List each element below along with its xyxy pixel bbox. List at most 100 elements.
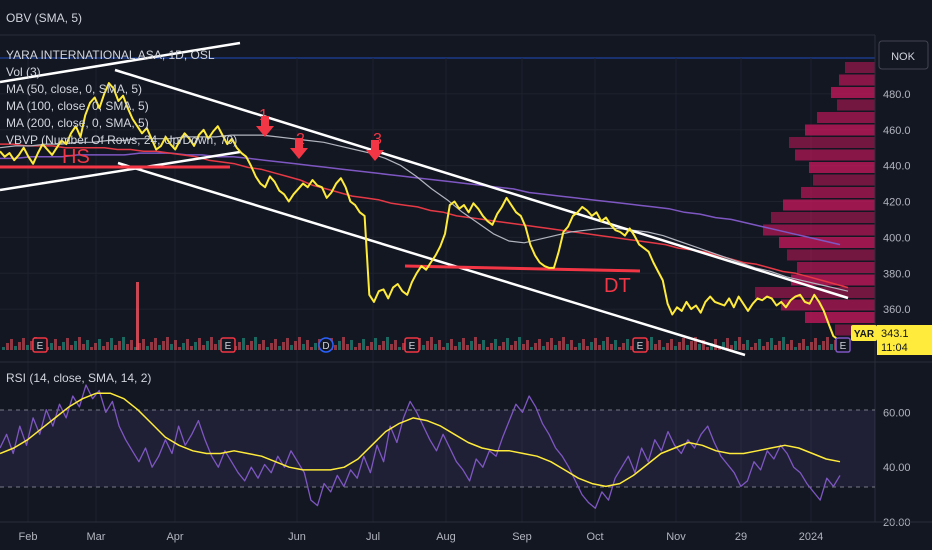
profile-bar [795,149,875,161]
last-price-tag [877,325,932,355]
time-axis-ticks[interactable]: Feb Mar Apr Jun Jul Aug Sep Oct Nov 29 2024 [19,531,824,543]
volume-bar [82,344,85,350]
legend-ma100[interactable]: MA (100, close, 0, SMA, 5) [6,99,149,113]
volume-bar [458,342,461,350]
x-tick-label: Jun [288,531,306,543]
volume-bar [762,346,765,350]
legend-vbvp[interactable]: VBVP (Number Of Rows, 24, Up/Down, 70) [6,133,238,147]
price-axis-ticks[interactable]: 480.0 460.0 440.0 420.0 400.0 380.0 360.0 [883,89,911,316]
volume-bar [306,340,309,350]
event-marker[interactable]: E [220,337,236,353]
volume-bar [130,340,133,350]
event-marker[interactable]: D [318,337,334,353]
volume-bar [158,345,161,350]
volume-bar [138,343,141,350]
volume-bar [150,342,153,350]
rsi-legend-label: RSI (14, close, SMA, 14, 2) [6,371,152,385]
volume-bar [382,341,385,350]
volume-bar [586,346,589,350]
volume-bar [826,337,829,350]
volume-bar [610,344,613,350]
profile-bar [771,212,875,223]
rsi-legend[interactable]: RSI (14, close, SMA, 14, 2) [6,370,151,387]
volume-bar [770,338,773,350]
x-tick-label: Mar [87,531,106,543]
event-marker-label: D [322,341,329,352]
event-marker[interactable]: E [835,337,851,353]
volume-bar [170,344,173,350]
volume-bar [354,347,357,350]
volume-bar [622,343,625,350]
profile-bar [755,287,875,298]
volume-bar [74,341,77,350]
volume-bar [650,337,653,350]
volume-bar [174,340,177,350]
volume-bar [766,342,769,350]
volume-bar [14,346,17,350]
volume-bar [350,340,353,350]
currency-button[interactable] [878,40,929,70]
volume-bar [670,339,673,350]
obv-legend[interactable]: OBV (SMA, 5) [6,10,82,27]
profile-bar [845,62,875,73]
volume-bar [142,339,145,350]
hs-label: HS [62,146,90,168]
earnings-icon [32,337,48,353]
volume-bar [30,341,33,350]
volume-bar [658,340,661,350]
volume-bar [822,341,825,350]
obv-legend-label: OBV (SMA, 5) [6,11,83,25]
channel-line-upper-left [0,41,241,84]
legend-ma200[interactable]: MA (200, close, 0, SMA, 5) [6,116,149,130]
symbol-tag [851,325,877,341]
volume-bar [78,337,81,350]
arrow-number-1: 1 [259,107,268,124]
volume-bar [534,343,537,350]
indicator-legend[interactable]: YARA INTERNATIONAL ASA, 1D, OSL Vol (3) … [6,47,237,149]
x-tick-label: Jul [366,531,380,543]
volume-bar [270,343,273,350]
volume-bar [250,341,253,350]
volume-bar [6,343,9,350]
volume-bar [738,337,741,350]
volume-bar [470,341,473,350]
volume-bar [194,342,197,350]
channel-line-upper [114,68,849,300]
profile-bar [781,299,875,311]
event-marker-label: E [225,341,232,352]
volume-bar [734,341,737,350]
event-marker[interactable]: E [32,337,48,353]
volume-bar [746,340,749,350]
x-tick-label: Aug [436,531,456,543]
volume-bar [426,341,429,350]
countdown-value: 11:04 [881,342,908,354]
volume-bar [806,346,809,350]
volume-bar [598,345,601,350]
volume-bar [482,340,485,350]
symbol-title[interactable]: YARA INTERNATIONAL ASA, 1D, OSL [6,48,215,62]
volume-bar [522,344,525,350]
volume-bar [654,344,657,350]
volume-bar [186,339,189,350]
rsi-axis-ticks[interactable]: 60.00 40.00 20.00 [883,407,911,529]
channel-line-lower-left [0,150,241,192]
volume-bar [282,342,285,350]
volume-bar [258,344,261,350]
legend-vol[interactable]: Vol (3) [6,65,41,79]
volume-bar [798,343,801,350]
profile-bar [791,274,875,286]
volume-bar [378,345,381,350]
volume-bar [506,338,509,350]
volume-bar [562,337,565,350]
event-marker[interactable]: E [404,337,420,353]
volume-bar [238,342,241,350]
volume-bar [518,337,521,350]
volume-bar [810,342,813,350]
volume-bar [362,339,365,350]
volume-bar [202,345,205,350]
volume-bar [162,341,165,350]
event-marker[interactable]: E [632,337,648,353]
legend-ma50[interactable]: MA (50, close, 0, SMA, 5) [6,82,143,96]
volume-bar [146,346,149,350]
